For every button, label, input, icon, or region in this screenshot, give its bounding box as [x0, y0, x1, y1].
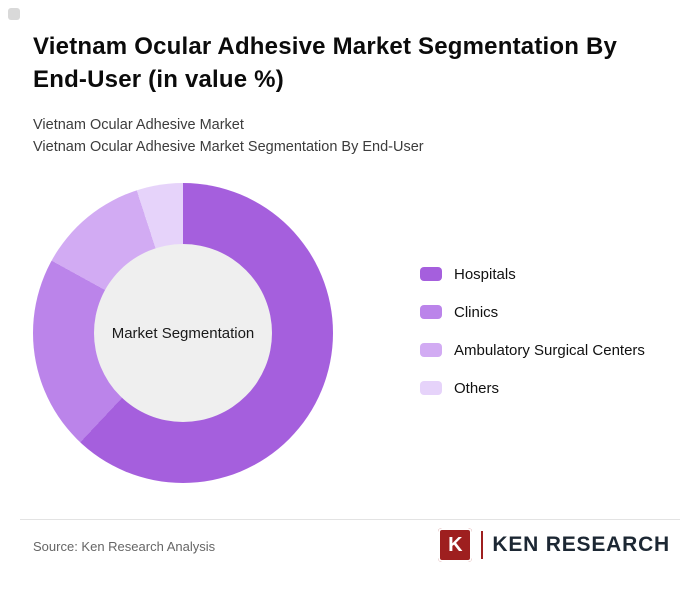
brand-logo: K KEN RESEARCH: [438, 528, 670, 562]
source-text: Source: Ken Research Analysis: [33, 539, 216, 554]
corner-dot: [8, 8, 20, 20]
subtitle-line-1: Vietnam Ocular Adhesive Market: [33, 117, 244, 133]
legend-swatch: [420, 381, 442, 395]
legend-item: Hospitals: [420, 263, 645, 285]
legend-swatch: [420, 267, 442, 281]
legend-item: Clinics: [420, 301, 645, 323]
legend-label: Hospitals: [454, 265, 516, 283]
legend-label: Others: [454, 379, 500, 397]
legend-swatch: [420, 305, 442, 319]
legend-label: Clinics: [454, 303, 499, 321]
chart-subtitles: Vietnam Ocular Adhesive Market Vietnam O…: [33, 114, 424, 158]
donut-center-label: Market Segmentation: [111, 324, 255, 342]
donut-hole: Market Segmentation: [94, 244, 272, 422]
legend-item: Ambulatory Surgical Centers: [420, 339, 645, 361]
legend-label: Ambulatory Surgical Centers: [454, 341, 645, 359]
brand-divider: [481, 531, 484, 559]
subtitle-line-2: Vietnam Ocular Adhesive Market Segmentat…: [33, 139, 424, 155]
footer-divider: [20, 519, 680, 520]
legend-swatch: [420, 343, 442, 357]
brand-emblem-icon: K: [438, 528, 473, 562]
brand-name: KEN RESEARCH: [492, 533, 670, 556]
legend: Hospitals Clinics Ambulatory Surgical Cent…: [420, 263, 645, 399]
donut-chart-area: Market Segmentation: [33, 183, 333, 483]
legend-item: Others: [420, 377, 645, 399]
page-title: Vietnam Ocular Adhesive Market Segmentat…: [33, 33, 618, 93]
